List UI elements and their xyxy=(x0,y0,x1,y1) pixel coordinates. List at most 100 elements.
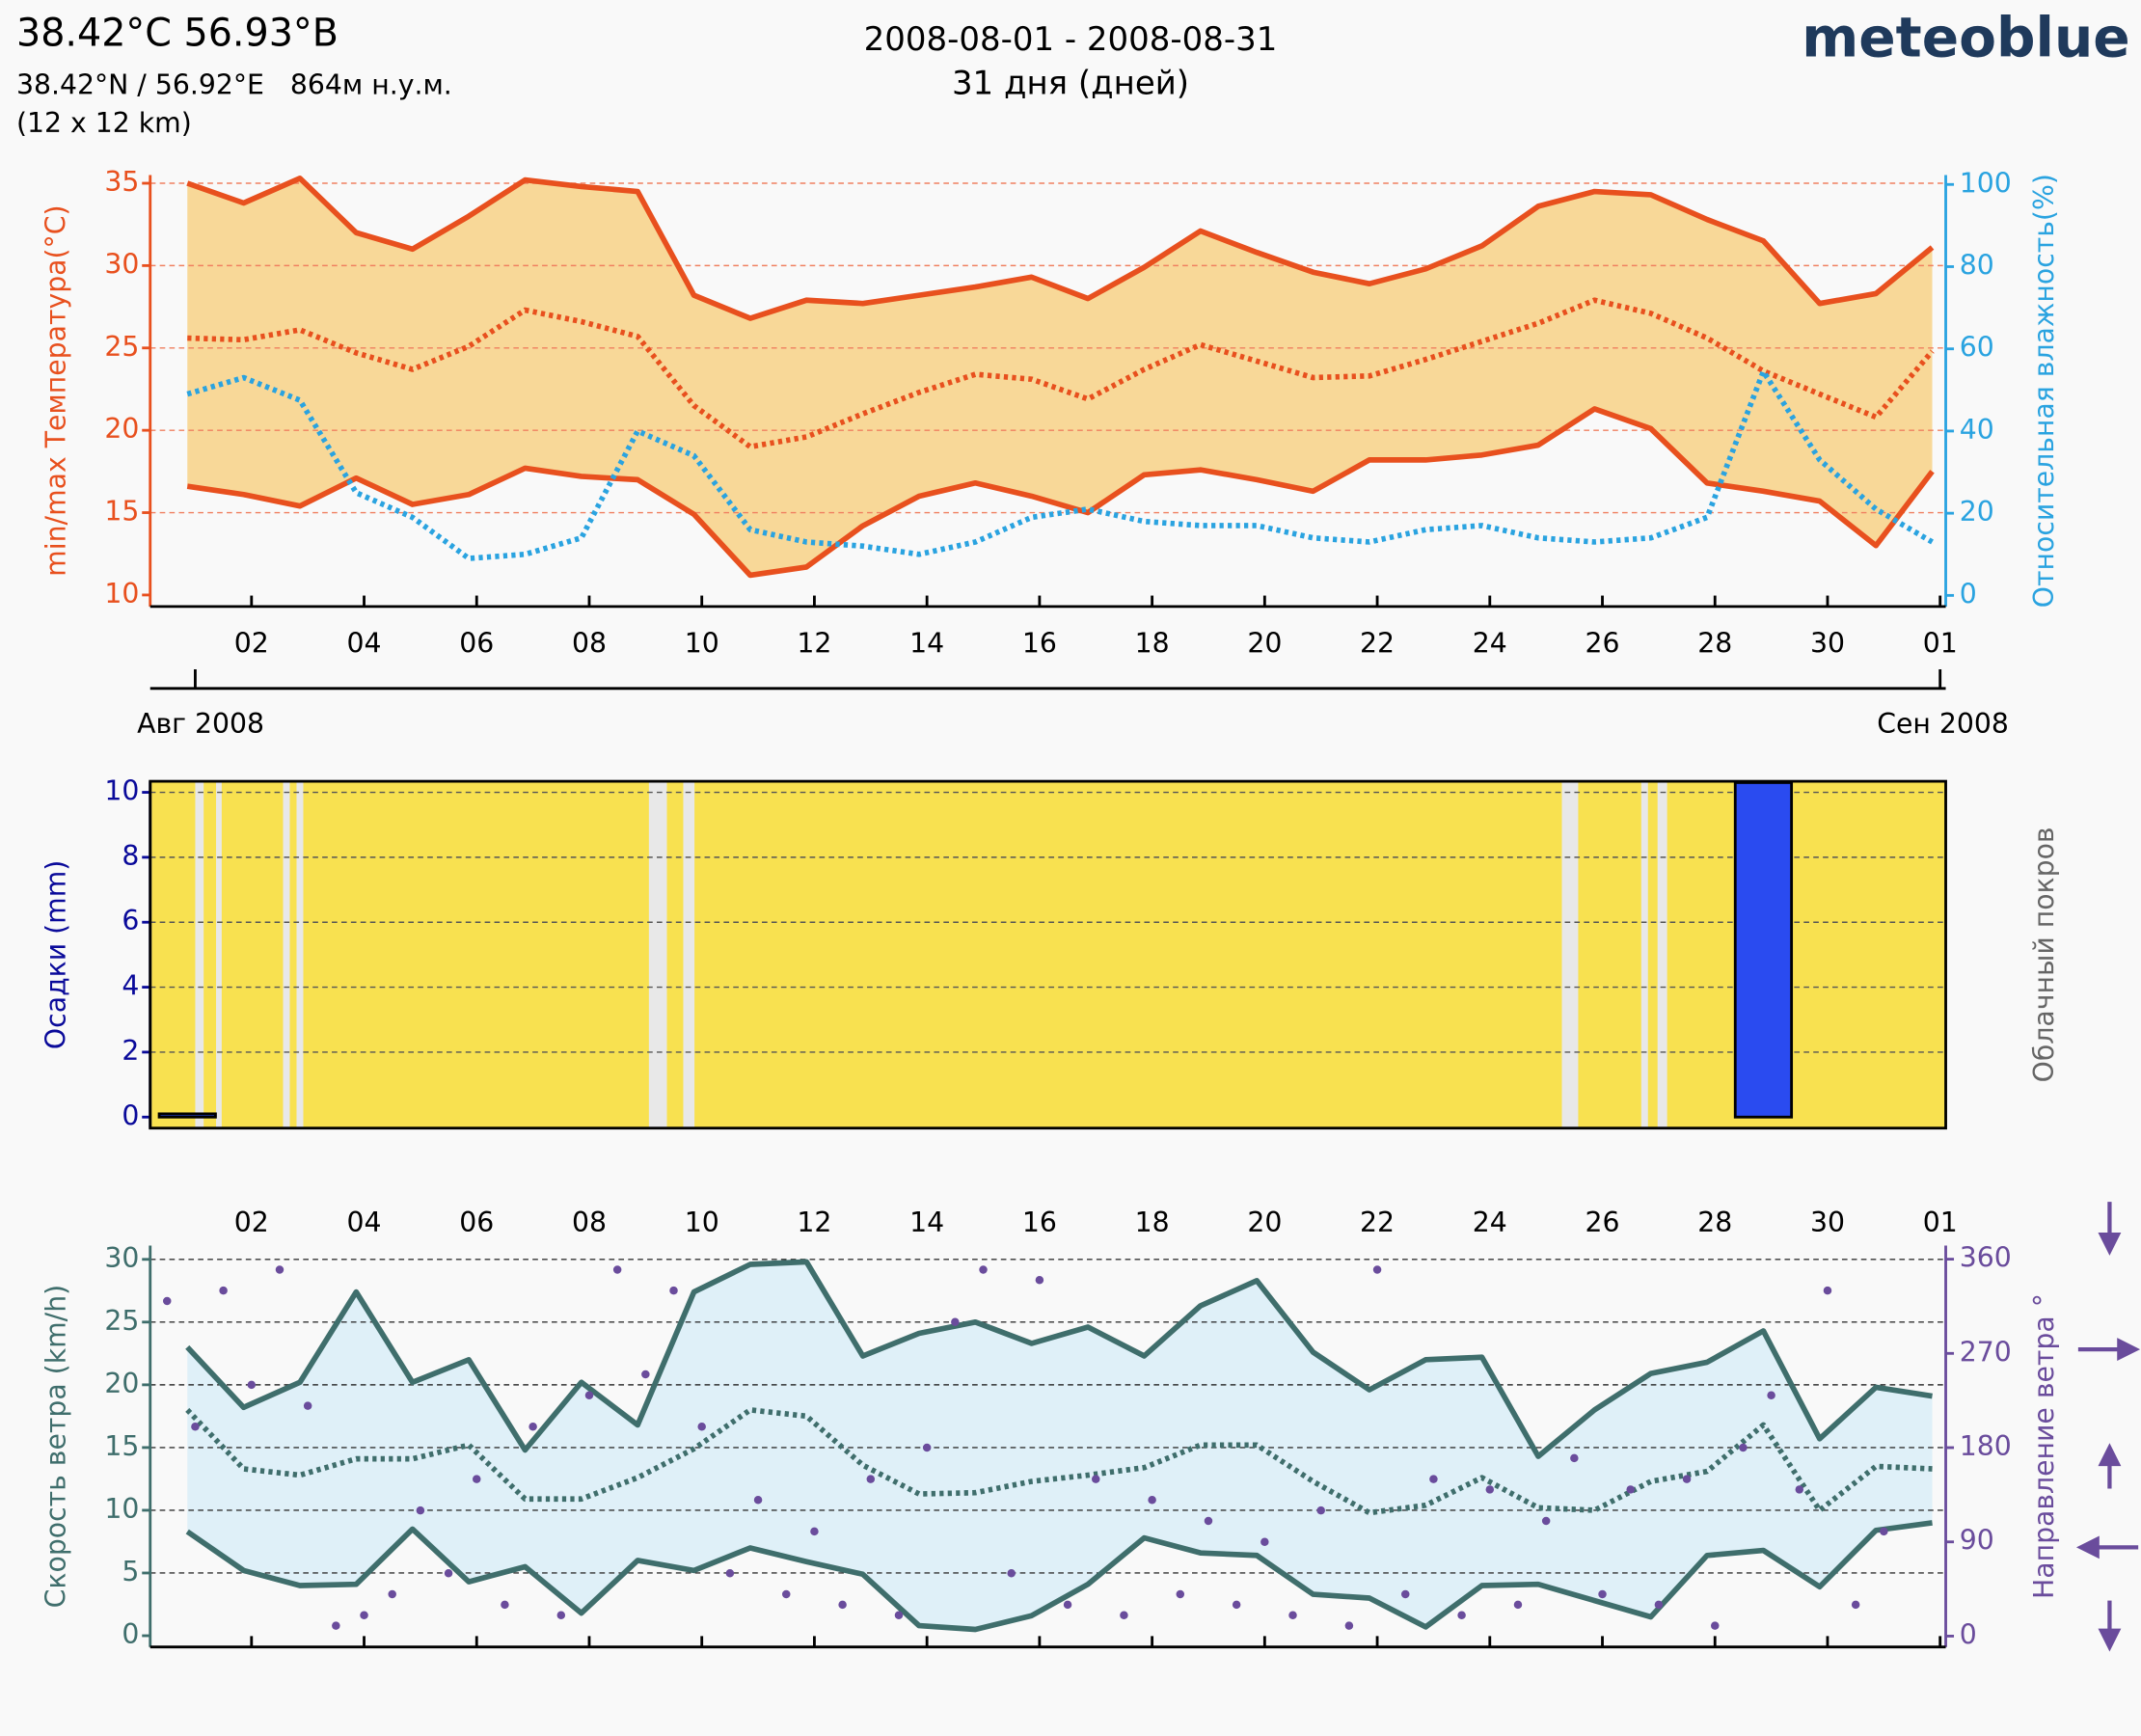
direction-point xyxy=(1541,1516,1551,1526)
direction-point xyxy=(247,1380,257,1390)
y-tick-label: 15 xyxy=(104,1430,139,1462)
x-tick-label: 18 xyxy=(1135,628,1170,660)
direction-point xyxy=(1204,1516,1213,1526)
x-tick-label: 08 xyxy=(572,628,607,660)
range-band xyxy=(187,1261,1933,1630)
x-tick-label: 26 xyxy=(1585,628,1620,660)
location: 38.42°N / 56.92°E 864м н.у.м. xyxy=(16,68,452,100)
direction-point xyxy=(612,1265,622,1274)
direction-point xyxy=(641,1370,650,1379)
direction-point xyxy=(810,1527,819,1536)
direction-point xyxy=(1598,1589,1607,1599)
x-tick-label: 01 xyxy=(1923,628,1958,660)
direction-point xyxy=(1344,1621,1354,1630)
y2-axis-label: Относительная влажность(%) xyxy=(2028,174,2060,608)
direction-point xyxy=(838,1600,847,1610)
direction-point xyxy=(1570,1453,1579,1463)
direction-point xyxy=(979,1265,988,1274)
direction-point xyxy=(1260,1537,1269,1546)
x-tick-label: 10 xyxy=(685,628,719,660)
y-tick-label: 6 xyxy=(122,905,139,936)
x-tick-label: 26 xyxy=(1585,1207,1620,1238)
direction-point xyxy=(1682,1475,1692,1483)
direction-point xyxy=(697,1423,706,1431)
x-tick-label: 14 xyxy=(909,628,944,660)
x-tick-label: 30 xyxy=(1810,628,1845,660)
y2-tick-label: 180 xyxy=(1960,1430,2012,1462)
y-axis-label: min/max Температура(°C) xyxy=(40,205,71,577)
y-tick-label: 8 xyxy=(122,840,139,872)
x-tick-label: 28 xyxy=(1697,628,1732,660)
direction-point xyxy=(1739,1443,1748,1452)
y2-tick-label: 270 xyxy=(1960,1336,2012,1368)
x-tick-label: 08 xyxy=(572,1207,607,1238)
cloud-gap xyxy=(683,781,695,1128)
mean-line xyxy=(185,1407,1933,1516)
x-tick-label: 06 xyxy=(459,628,494,660)
x-tick-label: 20 xyxy=(1247,1207,1282,1238)
y-tick-label: 15 xyxy=(104,496,139,528)
y2-tick-label: 80 xyxy=(1960,249,1994,281)
y-tick-label: 10 xyxy=(104,1493,139,1525)
x-tick-label: 28 xyxy=(1697,1207,1732,1238)
y-axis-label: Скорость ветра (km/h) xyxy=(40,1285,71,1609)
direction-point xyxy=(1823,1286,1832,1295)
y-tick-label: 20 xyxy=(104,1368,139,1399)
y-tick-label: 25 xyxy=(104,1305,139,1337)
y2-tick-label: 0 xyxy=(1960,578,1977,610)
y2-tick-label: 0 xyxy=(1960,1618,1977,1650)
days: 31 дня (дней) xyxy=(952,65,1189,103)
direction-point xyxy=(725,1569,735,1578)
direction-point xyxy=(1401,1589,1410,1599)
x-tick-label: 18 xyxy=(1135,1207,1170,1238)
y-tick-label: 2 xyxy=(122,1035,139,1067)
x-tick-label: 02 xyxy=(234,628,269,660)
month-label: Сен 2008 xyxy=(1877,708,2009,740)
direction-point xyxy=(894,1611,904,1619)
direction-point xyxy=(866,1475,876,1483)
wind-arrows xyxy=(2075,1202,2141,1652)
bar xyxy=(1733,781,1794,1119)
line xyxy=(185,1520,1933,1633)
line xyxy=(186,406,1935,579)
y2-axis-label: Направление ветра ° xyxy=(2028,1293,2060,1599)
y-axis-label: Осадки (mm) xyxy=(40,860,71,1049)
direction-point xyxy=(951,1317,960,1326)
direction-point xyxy=(1316,1505,1325,1515)
direction-point xyxy=(444,1569,453,1578)
y-tick-label: 0 xyxy=(122,1618,139,1650)
y-tick-label: 4 xyxy=(122,970,139,1002)
y-tick-label: 20 xyxy=(104,413,139,445)
y-tick-label: 5 xyxy=(122,1556,139,1587)
y2-tick-label: 90 xyxy=(1960,1525,1994,1557)
direction-point xyxy=(1120,1611,1128,1619)
direction-point xyxy=(275,1265,285,1274)
direction-point xyxy=(303,1401,312,1410)
cloud-gap xyxy=(195,781,204,1128)
direction-point xyxy=(1626,1485,1635,1494)
direction-point xyxy=(219,1286,228,1295)
x-tick-label: 10 xyxy=(685,1207,719,1238)
y-tick-label: 10 xyxy=(104,578,139,610)
cloud-cover xyxy=(149,781,1946,1128)
x-tick-label: 01 xyxy=(1923,1207,1958,1238)
cloud-gap xyxy=(1561,781,1579,1128)
direction-point xyxy=(1035,1276,1044,1285)
direction-point xyxy=(1457,1611,1466,1619)
x-tick-label: 02 xyxy=(234,1207,269,1238)
direction-point xyxy=(584,1391,594,1399)
range-band xyxy=(187,177,1933,576)
cloud-gap xyxy=(1640,781,1648,1128)
direction-point xyxy=(1654,1600,1664,1610)
direction-point xyxy=(1007,1569,1016,1578)
frame xyxy=(149,779,1947,1130)
direction-point xyxy=(1485,1485,1495,1494)
cloud-gap xyxy=(1657,781,1667,1128)
x-tick-label: 16 xyxy=(1022,1207,1057,1238)
line xyxy=(186,176,1935,321)
direction-point xyxy=(1711,1621,1720,1630)
resolution: (12 x 12 km) xyxy=(16,107,192,139)
direction-point xyxy=(1372,1265,1382,1274)
x-tick-label: 12 xyxy=(797,1207,831,1238)
